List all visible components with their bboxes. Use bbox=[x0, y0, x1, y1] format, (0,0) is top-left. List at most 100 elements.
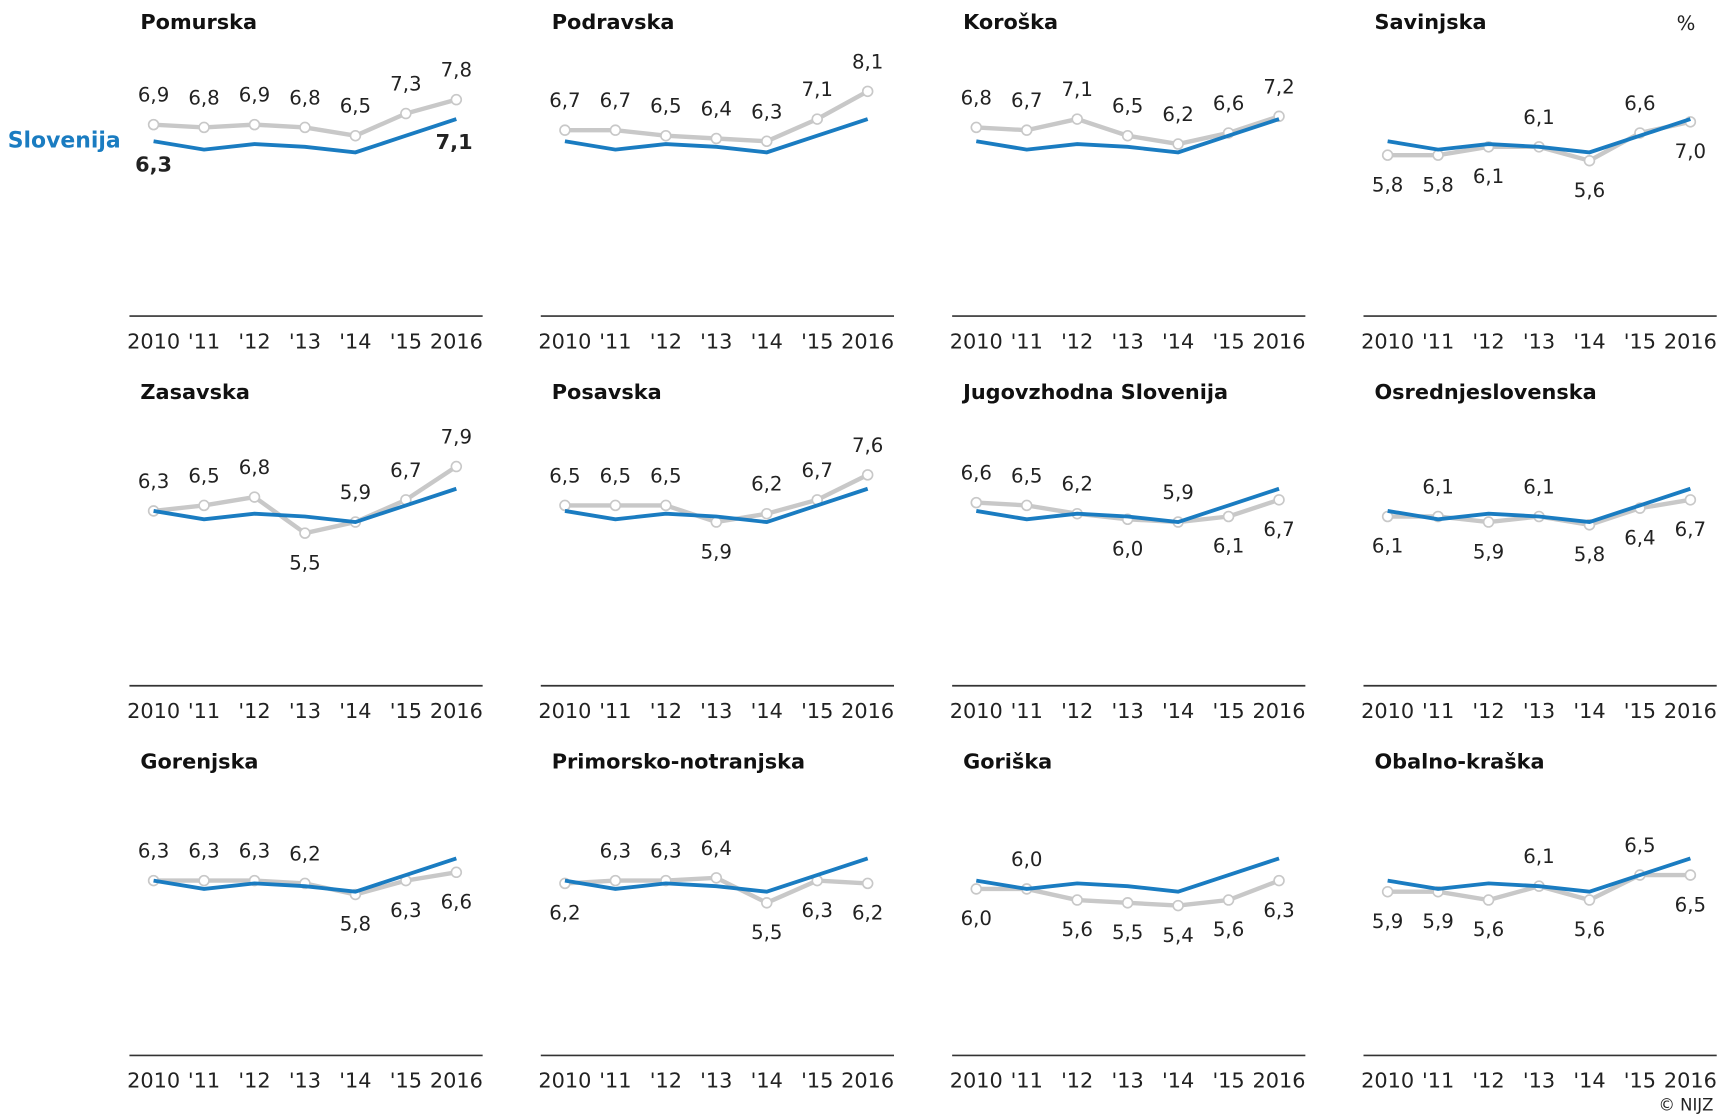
x-tick-label: '11 bbox=[599, 1069, 631, 1093]
data-label: 6,6 bbox=[1213, 92, 1244, 115]
panel-title: Posavska bbox=[552, 380, 662, 404]
data-label: 5,4 bbox=[1162, 924, 1193, 947]
data-label: 6,1 bbox=[1372, 535, 1403, 558]
panel-title: Osrednjeslovenska bbox=[1374, 380, 1596, 404]
data-label: 6,5 bbox=[1112, 95, 1143, 118]
panel-title: Zasavska bbox=[140, 380, 250, 404]
x-tick-label: '15 bbox=[801, 1069, 833, 1093]
data-label: 6,6 bbox=[441, 891, 472, 914]
data-label: 6,3 bbox=[188, 840, 219, 863]
region-point bbox=[1583, 154, 1596, 167]
region-point bbox=[559, 124, 571, 136]
x-tick-label: '13 bbox=[700, 329, 732, 353]
region-point bbox=[761, 897, 773, 909]
region-point bbox=[559, 499, 571, 512]
data-label: 5,9 bbox=[1372, 910, 1403, 933]
x-tick-label: '12 bbox=[650, 699, 682, 723]
x-tick-label: '12 bbox=[1472, 1069, 1504, 1093]
x-tick-label: '14 bbox=[751, 329, 783, 353]
x-tick-label: '13 bbox=[289, 329, 321, 353]
data-label: 6,3 bbox=[650, 840, 681, 863]
credit: © NIJZ bbox=[1658, 1095, 1713, 1114]
x-tick-label: '11 bbox=[1011, 1069, 1043, 1093]
data-label: 6,7 bbox=[600, 89, 631, 112]
x-tick-label: 2010 bbox=[1361, 329, 1414, 353]
data-label: 6,2 bbox=[852, 902, 883, 925]
x-tick-label: 2010 bbox=[950, 1069, 1003, 1093]
x-tick-label: '15 bbox=[801, 699, 833, 723]
data-label: 7,9 bbox=[441, 426, 472, 449]
x-tick-label: '15 bbox=[1212, 329, 1244, 353]
region-point bbox=[1432, 149, 1444, 161]
data-label: 5,8 bbox=[1422, 173, 1453, 196]
data-label: 5,8 bbox=[1372, 173, 1403, 196]
x-tick-label: '14 bbox=[339, 699, 371, 723]
data-label: 6,3 bbox=[390, 899, 421, 922]
data-label: 6,8 bbox=[961, 86, 992, 109]
region-point bbox=[660, 499, 672, 512]
data-label: 5,9 bbox=[1473, 540, 1504, 563]
reference-line bbox=[564, 486, 869, 524]
data-label: 5,6 bbox=[1473, 918, 1504, 941]
region-point bbox=[198, 874, 210, 887]
x-tick-label: '13 bbox=[289, 699, 321, 723]
region-point bbox=[1482, 894, 1495, 906]
data-label: 7,8 bbox=[441, 59, 472, 82]
region-point bbox=[450, 866, 463, 879]
x-tick-label: '15 bbox=[1624, 329, 1656, 353]
data-label: 6,5 bbox=[1624, 834, 1655, 857]
data-label: 5,8 bbox=[1574, 543, 1605, 566]
data-label: 6,3 bbox=[802, 899, 833, 922]
x-tick-label: '11 bbox=[1011, 329, 1043, 353]
region-point bbox=[970, 121, 983, 134]
region-point bbox=[1121, 897, 1134, 909]
x-tick-label: 2016 bbox=[1664, 1069, 1717, 1093]
x-tick-label: '12 bbox=[650, 1069, 682, 1093]
reference-label: 7,1 bbox=[436, 130, 473, 154]
x-tick-label: 2010 bbox=[950, 329, 1003, 353]
data-label: 6,7 bbox=[1011, 89, 1042, 112]
x-tick-label: '14 bbox=[1162, 329, 1194, 353]
data-label: 6,2 bbox=[1061, 473, 1092, 496]
x-tick-label: 2016 bbox=[430, 329, 483, 353]
region-point bbox=[609, 124, 622, 136]
x-tick-label: '14 bbox=[1162, 699, 1194, 723]
data-label: 6,3 bbox=[751, 100, 782, 123]
x-tick-label: 2010 bbox=[127, 699, 180, 723]
data-label: 6,5 bbox=[650, 464, 681, 487]
x-tick-label: 2016 bbox=[1253, 699, 1306, 723]
data-label: 6,2 bbox=[549, 902, 580, 925]
region-point bbox=[1273, 874, 1285, 887]
region-point bbox=[248, 491, 261, 503]
legend-label: Slovenija bbox=[8, 129, 121, 154]
region-point bbox=[861, 877, 874, 890]
region-point bbox=[761, 507, 773, 520]
data-label: 6,1 bbox=[1523, 475, 1554, 498]
region-point bbox=[1273, 494, 1285, 506]
data-label: 7,1 bbox=[1061, 78, 1092, 101]
x-tick-label: '12 bbox=[1472, 699, 1504, 723]
x-tick-label: '14 bbox=[1162, 1069, 1194, 1093]
data-label: 7,0 bbox=[1675, 140, 1706, 163]
data-label: 6,0 bbox=[1011, 848, 1042, 871]
region-point bbox=[1222, 510, 1235, 523]
panel-title: Gorenjska bbox=[140, 750, 258, 774]
x-tick-label: '14 bbox=[339, 329, 371, 353]
region-point bbox=[761, 135, 773, 148]
region-point bbox=[710, 132, 723, 145]
region-point bbox=[198, 121, 210, 134]
data-label: 6,8 bbox=[289, 86, 320, 109]
data-label: 6,5 bbox=[650, 95, 681, 118]
x-tick-label: 2016 bbox=[841, 329, 894, 353]
data-label: 6,5 bbox=[549, 464, 580, 487]
region-point bbox=[1381, 149, 1394, 161]
x-tick-label: '13 bbox=[1112, 329, 1144, 353]
data-label: 6,1 bbox=[1473, 165, 1504, 188]
region-point bbox=[1684, 494, 1697, 506]
data-label: 6,5 bbox=[340, 95, 371, 118]
x-tick-label: '13 bbox=[1523, 329, 1555, 353]
x-tick-label: '12 bbox=[1061, 699, 1093, 723]
x-tick-label: '11 bbox=[188, 329, 220, 353]
x-tick-label: '15 bbox=[390, 1069, 422, 1093]
